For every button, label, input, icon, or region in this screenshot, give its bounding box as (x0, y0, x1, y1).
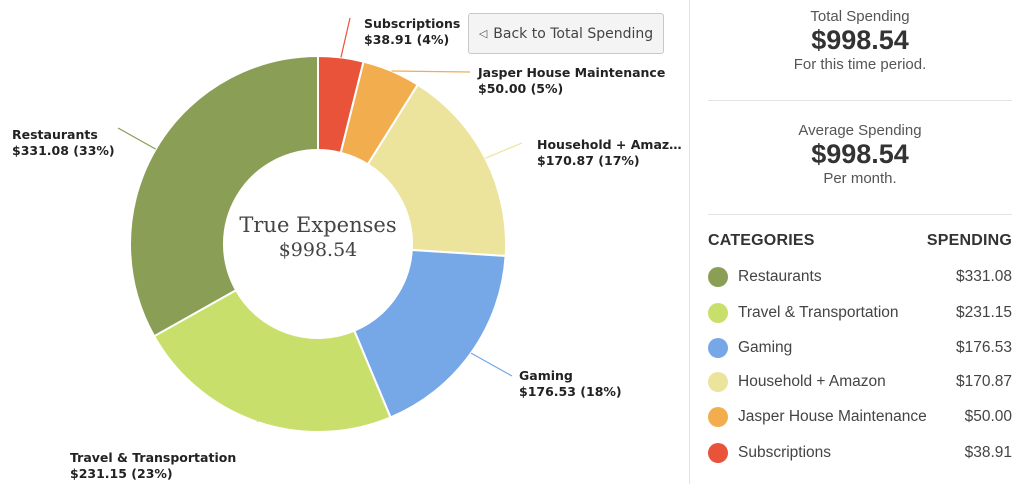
leader-line (340, 17, 351, 58)
category-row-jasper-house[interactable]: Jasper House Maintenance $50.00 (708, 405, 1012, 429)
category-name: Travel & Transportation (738, 304, 899, 321)
slice-label-name: Household + Amaz… (537, 137, 682, 152)
slice-label-name: Gaming (519, 368, 573, 383)
category-color-dot (708, 338, 728, 358)
center-title: True Expenses (239, 213, 396, 237)
donut-chart: Subscriptions$38.91 (4%) Jasper House Mai… (12, 16, 682, 481)
summary-panel: Total Spending $998.54 For this time per… (708, 0, 1012, 484)
center-value: $998.54 (279, 239, 358, 261)
category-name: Restaurants (738, 268, 822, 285)
slice-label-value: $38.91 (4%) (364, 32, 449, 47)
slice-label-name: Restaurants (12, 127, 98, 142)
back-to-total-spending-button[interactable]: ◁ Back to Total Spending (468, 13, 664, 54)
category-color-dot (708, 372, 728, 392)
slice-label-value: $231.15 (23%) (70, 466, 173, 481)
divider (708, 100, 1012, 101)
category-amount: $331.08 (955, 268, 1012, 285)
category-name: Gaming (738, 339, 793, 356)
category-color-dot (708, 303, 728, 323)
divider (708, 214, 1012, 215)
leader-line (256, 419, 261, 423)
donut-slice-gaming[interactable] (352, 248, 507, 419)
average-spending-sub: Per month. (823, 170, 897, 187)
donut-slice-travel-transportation[interactable] (152, 288, 392, 433)
average-spending-label: Average Spending (798, 122, 922, 139)
category-amount: $231.15 (955, 304, 1012, 321)
category-color-dot (708, 267, 728, 287)
slice-label-value: $170.87 (17%) (537, 153, 640, 168)
category-amount: $170.87 (955, 373, 1012, 390)
category-color-dot (708, 443, 728, 463)
category-color-dot (708, 407, 728, 427)
back-triangle-icon: ◁ (478, 27, 488, 40)
leader-line (391, 70, 471, 73)
category-amount: $38.91 (964, 444, 1012, 461)
total-spending-value: $998.54 (811, 25, 909, 55)
donut-chart-area: Subscriptions $38.91 (4%) Jasper House Mai… (12, 13, 682, 481)
leader-line (470, 352, 513, 377)
category-name: Household + Amazon (738, 373, 886, 390)
slice-label-value: $50.00 (5%) (478, 81, 563, 96)
category-row-subscriptions[interactable]: Subscriptions $38.91 (708, 441, 1012, 465)
slice-label-name: Travel & Transportation (70, 450, 236, 465)
category-row-travel[interactable]: Travel & Transportation $231.15 (708, 301, 1012, 325)
slice-label-name: Subscriptions (364, 16, 460, 31)
categories-header-label: CATEGORIES (708, 232, 815, 249)
slice-label-value: $331.08 (33%) (12, 143, 115, 158)
category-amount: $50.00 (964, 408, 1012, 425)
average-spending-block: Average Spending $998.54 Per month. (708, 122, 1012, 187)
spending-header-label: SPENDING (926, 232, 1012, 249)
category-row-restaurants[interactable]: Restaurants $331.08 (708, 265, 1012, 289)
total-spending-label: Total Spending (810, 8, 910, 25)
donut-slice-restaurants[interactable] (129, 54, 319, 338)
leader-line (485, 142, 523, 159)
total-spending-block: Total Spending $998.54 For this time per… (708, 8, 1012, 73)
category-amount: $176.53 (955, 339, 1012, 356)
slice-label-value: $176.53 (18%) (519, 384, 622, 399)
category-row-household-amazon[interactable]: Household + Amazon $170.87 (708, 370, 1012, 394)
categories-header: CATEGORIES SPENDING (708, 232, 1012, 250)
back-button-label: Back to Total Spending (493, 25, 654, 42)
panel-divider (689, 0, 690, 484)
slice-label-name: Jasper House Maintenance (477, 65, 665, 80)
category-name: Subscriptions (738, 444, 832, 461)
leader-line (117, 127, 157, 150)
category-row-gaming[interactable]: Gaming $176.53 (708, 336, 1012, 360)
total-spending-sub: For this time period. (793, 56, 927, 73)
average-spending-value: $998.54 (811, 139, 909, 169)
donut-slice-household-amazon[interactable] (366, 83, 507, 258)
category-name: Jasper House Maintenance (738, 408, 927, 425)
